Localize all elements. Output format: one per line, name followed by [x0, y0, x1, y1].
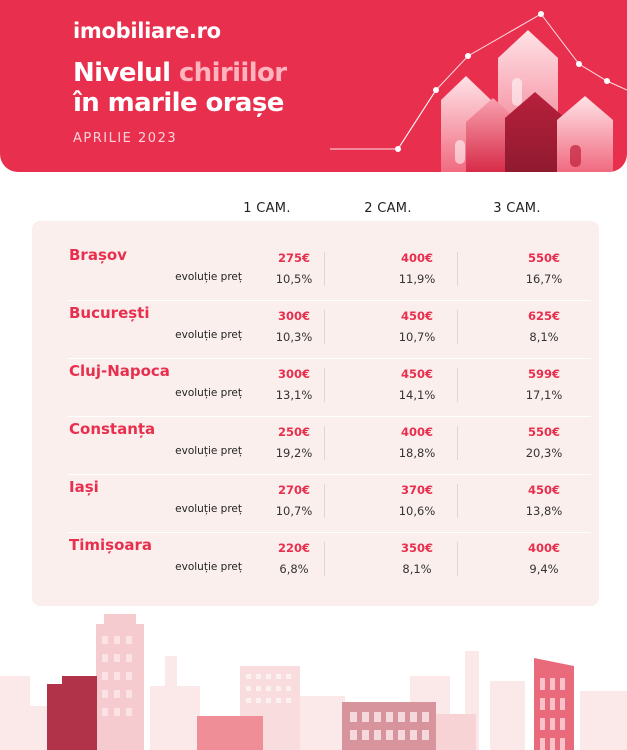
price-1-room: 275€	[277, 251, 310, 265]
header-banner: imobiliare.ro Nivelul chiriilor în maril…	[0, 0, 627, 172]
price-1-room: 250€	[277, 425, 310, 439]
change-2-rooms: 8,1%	[402, 562, 432, 576]
price-2-rooms: 450€	[400, 367, 433, 381]
change-3-rooms: 9,4%	[529, 562, 559, 576]
column-divider	[324, 426, 325, 460]
column-divider	[324, 542, 325, 576]
evolution-label: evoluție preț	[175, 271, 242, 283]
price-3-rooms: 599€	[527, 367, 560, 381]
city-name: Cluj-Napoca	[69, 362, 170, 380]
change-3-rooms: 17,1%	[525, 388, 563, 402]
price-2-rooms: 370€	[400, 483, 433, 497]
change-1-room: 13,1%	[275, 388, 313, 402]
price-2-rooms: 450€	[400, 309, 433, 323]
change-2-rooms: 11,9%	[398, 272, 436, 286]
change-1-room: 10,7%	[275, 504, 313, 518]
column-divider	[324, 310, 325, 344]
title-highlight: chiriilor	[178, 58, 287, 88]
city-name: Brașov	[69, 246, 127, 264]
title-part1: Nivelul	[73, 58, 179, 88]
column-heading-1-room: 1 CAM.	[243, 201, 291, 216]
city-name: Iași	[69, 478, 99, 496]
price-2-rooms: 350€	[400, 541, 433, 555]
change-2-rooms: 18,8%	[398, 446, 436, 460]
column-divider	[457, 426, 458, 460]
column-divider	[457, 252, 458, 286]
price-1-room: 300€	[277, 367, 310, 381]
column-divider	[457, 310, 458, 344]
rent-table: Brașov evoluție preț 275€ 400€ 550€ 10,5…	[32, 221, 599, 606]
price-1-room: 270€	[277, 483, 310, 497]
price-1-room: 220€	[277, 541, 310, 555]
price-3-rooms: 400€	[527, 541, 560, 555]
column-heading-3-rooms: 3 CAM.	[493, 201, 541, 216]
title-part2: în marile orașe	[73, 88, 284, 118]
evolution-label: evoluție preț	[175, 445, 242, 457]
table-row-brasov: Brașov evoluție preț 275€ 400€ 550€ 10,5…	[32, 221, 599, 286]
table-row-cluj-napoca: Cluj-Napoca evoluție preț 300€ 450€ 599€…	[32, 337, 599, 402]
evolution-label: evoluție preț	[175, 387, 242, 399]
change-3-rooms: 16,7%	[525, 272, 563, 286]
change-2-rooms: 10,7%	[398, 330, 436, 344]
change-3-rooms: 13,8%	[525, 504, 563, 518]
price-3-rooms: 450€	[527, 483, 560, 497]
change-1-room: 19,2%	[275, 446, 313, 460]
report-date: APRILIE 2023	[73, 131, 178, 146]
row-divider	[68, 300, 591, 301]
evolution-label: evoluție preț	[175, 503, 242, 515]
change-1-room: 6,8%	[279, 562, 309, 576]
change-2-rooms: 10,6%	[398, 504, 436, 518]
price-3-rooms: 550€	[527, 251, 560, 265]
evolution-label: evoluție preț	[175, 561, 242, 573]
row-divider	[68, 474, 591, 475]
change-2-rooms: 14,1%	[398, 388, 436, 402]
price-3-rooms: 550€	[527, 425, 560, 439]
city-name: București	[69, 304, 150, 322]
price-1-room: 300€	[277, 309, 310, 323]
column-divider	[324, 368, 325, 402]
logo[interactable]: imobiliare.ro	[73, 19, 221, 43]
table-row-bucuresti: București evoluție preț 300€ 450€ 625€ 1…	[32, 279, 599, 344]
city-name: Constanța	[69, 420, 156, 438]
page-title: Nivelul chiriilor în marile orașe	[73, 58, 373, 118]
city-skyline-illustration	[0, 614, 627, 750]
change-3-rooms: 20,3%	[525, 446, 563, 460]
column-divider	[324, 252, 325, 286]
city-name: Timișoara	[69, 536, 153, 554]
change-3-rooms: 8,1%	[529, 330, 559, 344]
price-2-rooms: 400€	[400, 425, 433, 439]
row-divider	[68, 358, 591, 359]
change-1-room: 10,3%	[275, 330, 313, 344]
change-1-room: 10,5%	[275, 272, 313, 286]
row-divider	[68, 532, 591, 533]
column-divider	[457, 484, 458, 518]
evolution-label: evoluție preț	[175, 329, 242, 341]
houses-graph-illustration	[330, 11, 627, 172]
column-divider	[457, 542, 458, 576]
price-3-rooms: 625€	[527, 309, 560, 323]
row-divider	[68, 416, 591, 417]
column-divider	[324, 484, 325, 518]
price-2-rooms: 400€	[400, 251, 433, 265]
column-divider	[457, 368, 458, 402]
table-row-iasi: Iași evoluție preț 270€ 370€ 450€ 10,7% …	[32, 453, 599, 518]
table-row-timisoara: Timișoara evoluție preț 220€ 350€ 400€ 6…	[32, 511, 599, 576]
table-row-constanta: Constanța evoluție preț 250€ 400€ 550€ 1…	[32, 395, 599, 460]
column-heading-2-rooms: 2 CAM.	[364, 201, 412, 216]
